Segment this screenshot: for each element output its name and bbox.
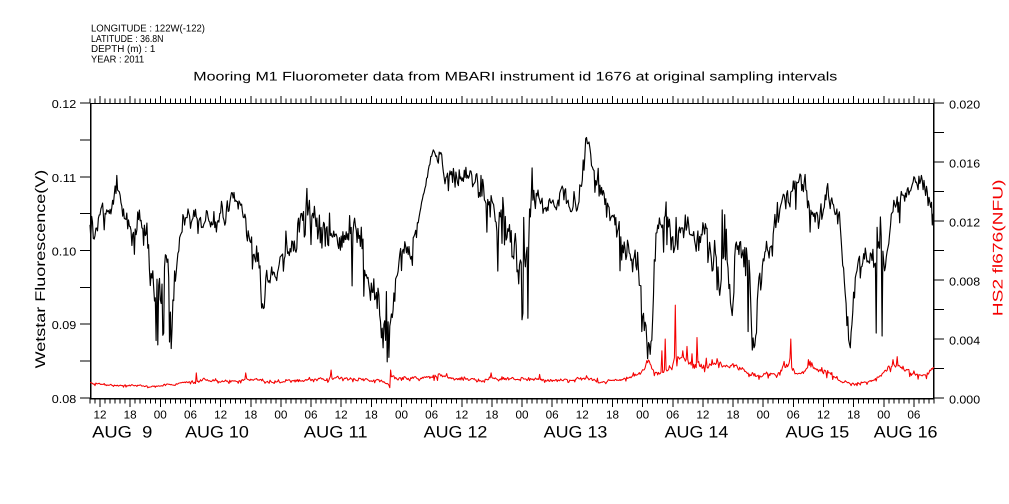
svg-text:00: 00 bbox=[636, 410, 649, 422]
svg-text:06: 06 bbox=[546, 410, 559, 422]
svg-text:12: 12 bbox=[817, 410, 830, 422]
svg-text:AUG 10: AUG 10 bbox=[185, 424, 249, 442]
svg-text:12: 12 bbox=[696, 410, 709, 422]
svg-text:06: 06 bbox=[184, 410, 197, 422]
svg-text:LATITUDE : 36.8N: LATITUDE : 36.8N bbox=[91, 34, 164, 45]
svg-text:0.004: 0.004 bbox=[949, 336, 981, 348]
svg-text:0.09: 0.09 bbox=[52, 320, 77, 332]
svg-text:0.020: 0.020 bbox=[949, 100, 980, 112]
svg-text:HS2 fl676(NFU): HS2 fl676(NFU) bbox=[990, 180, 1006, 317]
svg-text:AUG 13: AUG 13 bbox=[544, 424, 608, 442]
svg-text:0.016: 0.016 bbox=[949, 159, 980, 171]
svg-text:00: 00 bbox=[757, 410, 770, 422]
svg-text:12: 12 bbox=[335, 410, 348, 422]
svg-text:18: 18 bbox=[244, 410, 257, 422]
svg-text:AUG 9: AUG 9 bbox=[92, 424, 152, 442]
svg-text:AUG 14: AUG 14 bbox=[665, 424, 729, 442]
svg-text:00: 00 bbox=[877, 410, 890, 422]
svg-text:0.012: 0.012 bbox=[949, 218, 980, 230]
svg-text:0.000: 0.000 bbox=[949, 395, 980, 407]
svg-text:06: 06 bbox=[787, 410, 800, 422]
svg-text:0.08: 0.08 bbox=[52, 394, 77, 406]
svg-text:AUG 12: AUG 12 bbox=[424, 424, 488, 442]
svg-text:18: 18 bbox=[365, 410, 378, 422]
svg-text:AUG 16: AUG 16 bbox=[874, 424, 938, 442]
svg-text:12: 12 bbox=[214, 410, 227, 422]
svg-text:YEAR : 2011: YEAR : 2011 bbox=[91, 55, 145, 66]
svg-text:06: 06 bbox=[425, 410, 438, 422]
svg-text:12: 12 bbox=[576, 410, 589, 422]
svg-text:00: 00 bbox=[154, 410, 167, 422]
svg-text:AUG 15: AUG 15 bbox=[786, 424, 850, 442]
svg-text:0.12: 0.12 bbox=[52, 99, 77, 111]
svg-text:00: 00 bbox=[274, 410, 287, 422]
svg-text:0.008: 0.008 bbox=[949, 277, 980, 289]
svg-text:18: 18 bbox=[727, 410, 740, 422]
svg-text:06: 06 bbox=[305, 410, 318, 422]
svg-text:Mooring M1 Fluorometer data fr: Mooring M1 Fluorometer data from MBARI i… bbox=[193, 69, 837, 83]
svg-text:00: 00 bbox=[395, 410, 408, 422]
svg-text:0.11: 0.11 bbox=[52, 173, 77, 185]
svg-text:12: 12 bbox=[94, 410, 107, 422]
svg-text:18: 18 bbox=[124, 410, 137, 422]
svg-text:DEPTH (m) : 1: DEPTH (m) : 1 bbox=[91, 44, 156, 55]
svg-text:18: 18 bbox=[606, 410, 619, 422]
svg-text:06: 06 bbox=[666, 410, 679, 422]
svg-text:Wetstar Fluorescence(V): Wetstar Fluorescence(V) bbox=[32, 170, 48, 369]
svg-text:06: 06 bbox=[907, 410, 920, 422]
svg-text:AUG 11: AUG 11 bbox=[304, 424, 368, 442]
svg-text:LONGITUDE : 122W(-122): LONGITUDE : 122W(-122) bbox=[91, 23, 205, 34]
svg-text:00: 00 bbox=[516, 410, 529, 422]
svg-text:18: 18 bbox=[485, 410, 498, 422]
svg-text:12: 12 bbox=[455, 410, 468, 422]
svg-text:18: 18 bbox=[847, 410, 860, 422]
svg-text:0.10: 0.10 bbox=[52, 247, 77, 259]
